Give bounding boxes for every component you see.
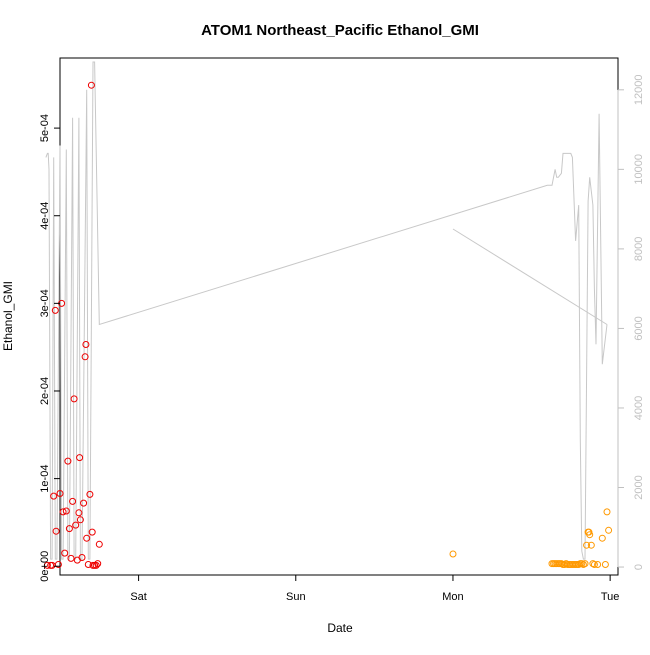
- data-point: [598, 534, 606, 542]
- data-point: [80, 499, 88, 507]
- data-point: [603, 508, 611, 516]
- y2-tick-label: 12000: [633, 75, 645, 106]
- points-layer: [43, 81, 613, 569]
- data-point: [76, 454, 84, 462]
- data-point: [64, 457, 72, 465]
- y-tick-label: 4e-04: [39, 202, 51, 230]
- data-point: [92, 561, 100, 569]
- data-point: [43, 561, 51, 569]
- data-point: [70, 395, 78, 403]
- data-point: [86, 490, 94, 498]
- data-point: [587, 541, 595, 549]
- data-point: [83, 534, 91, 542]
- y2-axis: 0 2000 4000 6000 8000 10000 12000: [617, 75, 645, 570]
- data-point: [54, 561, 62, 568]
- y-axis: 0e+00 1e-04 2e-04 3e-04 4e-04 5e-04: [39, 114, 60, 582]
- y2-tick-label: 4000: [633, 396, 645, 420]
- data-point: [59, 508, 67, 516]
- data-point: [61, 549, 69, 557]
- data-point: [69, 497, 77, 505]
- x-tick-label: Sat: [130, 591, 147, 603]
- data-point: [586, 531, 594, 539]
- y-axis-label: Ethanol_GMI: [1, 281, 15, 351]
- data-point: [583, 541, 591, 549]
- data-point: [82, 341, 90, 348]
- y-tick-label: 2e-04: [39, 377, 51, 405]
- x-axis: Sat Sun Mon Tue: [130, 575, 619, 603]
- data-point: [449, 550, 457, 558]
- data-point: [88, 528, 96, 536]
- data-point: [581, 560, 589, 568]
- data-point: [589, 560, 597, 568]
- data-point: [94, 560, 102, 568]
- data-point: [601, 561, 609, 568]
- x-axis-label: Date: [327, 621, 353, 635]
- data-point: [51, 306, 59, 314]
- y2-tick-label: 6000: [633, 316, 645, 340]
- altitude-line: [45, 61, 608, 560]
- y-tick-label: 1e-04: [39, 465, 51, 493]
- altitude-layer: [45, 61, 608, 560]
- data-point: [81, 353, 89, 361]
- data-point: [590, 561, 598, 568]
- y2-tick-label: 0: [633, 564, 645, 570]
- y-tick-label: 0e+00: [39, 551, 51, 582]
- y2-tick-label: 10000: [633, 154, 645, 185]
- x-tick-label: Mon: [442, 591, 463, 603]
- data-point: [65, 525, 73, 533]
- data-point: [56, 490, 64, 497]
- y-tick-label: 3e-04: [39, 289, 51, 317]
- y2-tick-label: 2000: [633, 475, 645, 499]
- chart-title: ATOM1 Northeast_Pacific Ethanol_GMI: [201, 22, 479, 39]
- data-point: [87, 81, 95, 89]
- data-point: [52, 527, 60, 535]
- altitude-line-2: [452, 228, 608, 325]
- x-tick-label: Tue: [601, 591, 620, 603]
- data-point: [594, 561, 602, 568]
- data-point: [78, 554, 86, 561]
- data-point: [76, 516, 84, 524]
- data-point: [75, 509, 83, 517]
- data-point: [62, 507, 70, 515]
- y2-tick-label: 8000: [633, 237, 645, 261]
- x-tick-label: Sun: [286, 591, 306, 603]
- data-point: [67, 554, 75, 562]
- data-point: [95, 540, 103, 548]
- plot-frame: [59, 57, 619, 576]
- data-point: [50, 492, 58, 500]
- y-tick-label: 5e-04: [39, 114, 51, 142]
- data-point: [72, 521, 80, 529]
- data-point: [605, 526, 613, 534]
